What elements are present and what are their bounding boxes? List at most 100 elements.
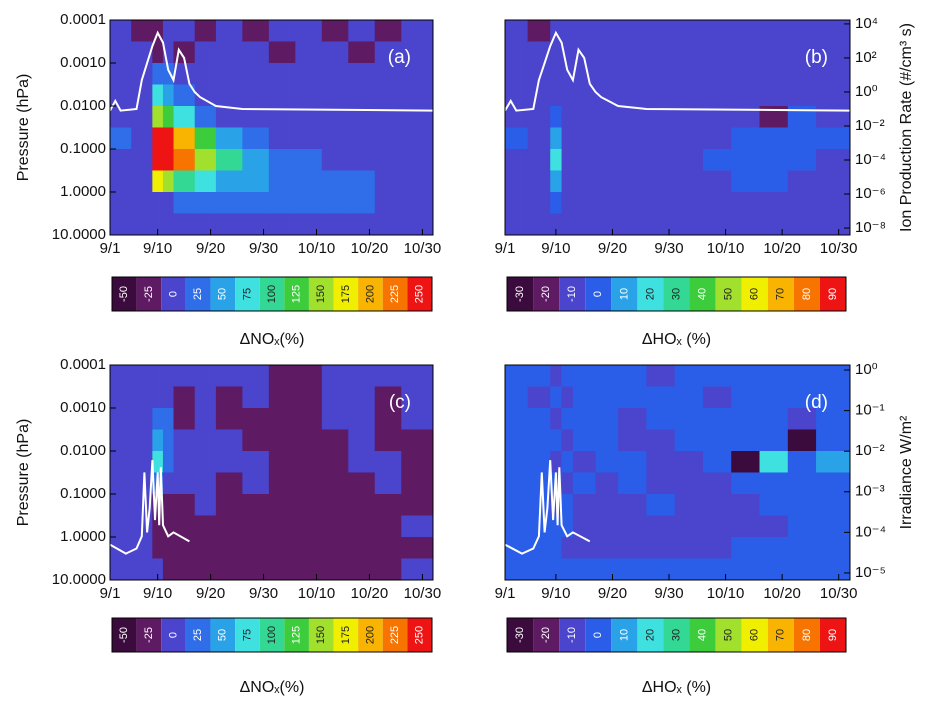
x-tick-label: 9/30 <box>249 585 278 602</box>
contour-cell <box>268 537 296 559</box>
contour-cell <box>110 429 132 452</box>
contour-cell <box>295 127 323 150</box>
contour-cell <box>816 451 851 473</box>
contour-cell <box>646 515 676 538</box>
contour-cell <box>242 170 270 193</box>
contour-cell <box>561 386 574 409</box>
contour-cell <box>731 149 761 171</box>
contour-cell <box>646 41 676 64</box>
contour-cell <box>401 192 434 214</box>
contour-cell <box>321 472 349 495</box>
contour-cell <box>702 472 732 495</box>
contour-cell <box>759 515 789 538</box>
contour-cell <box>321 41 349 64</box>
x-tick-label: 10/20 <box>763 240 801 257</box>
contour-cell <box>110 365 132 387</box>
contour-cell <box>242 192 270 214</box>
colorbar-box <box>663 618 690 652</box>
contour-cell <box>162 386 175 409</box>
contour-cell <box>787 170 817 193</box>
contour-cell <box>505 429 529 452</box>
contour-cell <box>173 515 196 538</box>
contour-cell <box>173 429 196 452</box>
contour-cell <box>816 41 851 64</box>
contour-cell <box>268 192 296 214</box>
contour-cell <box>321 106 349 128</box>
contour-cell <box>348 192 376 214</box>
contour-cell <box>550 170 563 193</box>
contour-cell <box>194 41 217 64</box>
contour-cell <box>321 558 349 581</box>
contour-cell <box>759 537 789 559</box>
contour-cell <box>572 127 596 150</box>
contour-cell <box>348 106 376 128</box>
contour-cell <box>401 41 434 64</box>
colorbar-box <box>284 277 309 311</box>
contour-cell <box>816 537 851 559</box>
contour-cell <box>702 537 732 559</box>
contour-cell <box>194 213 217 236</box>
contour-cell <box>215 537 243 559</box>
contour-cell <box>295 408 323 430</box>
contour-cell <box>702 170 732 193</box>
contour-cell <box>702 84 732 107</box>
contour-cell <box>759 213 789 236</box>
contour-cell <box>401 558 434 581</box>
contour-cell <box>702 494 732 516</box>
colorbar-label: 50 <box>723 629 735 641</box>
contour-cell <box>110 127 132 150</box>
x-tick-label: 9/30 <box>654 240 683 257</box>
contour-cell <box>268 170 296 193</box>
contour-cell <box>816 429 851 452</box>
contour-cell <box>702 20 732 42</box>
plot-frame <box>504 19 851 236</box>
contour-cell <box>215 386 243 409</box>
contour-cell <box>550 106 563 128</box>
contour-cell <box>572 386 596 409</box>
contour-cell <box>173 558 196 581</box>
contour-cell <box>348 20 376 42</box>
x-tick-label: 9/20 <box>598 240 627 257</box>
contour-cell <box>242 213 270 236</box>
contour-cell <box>194 365 217 387</box>
contour-cell <box>162 84 175 107</box>
x-tick-label: 10/20 <box>763 585 801 602</box>
contour-cell <box>321 365 349 387</box>
contour-cell <box>268 20 296 42</box>
contour-cell <box>215 451 243 473</box>
contour-cell <box>173 63 196 85</box>
colorbar-box <box>136 277 162 311</box>
contour-cell <box>131 84 153 107</box>
contour-cell <box>646 537 676 559</box>
colorbar-label: -10 <box>566 286 578 302</box>
contour-cell <box>787 106 817 128</box>
x-tick-label: 9/1 <box>495 240 516 257</box>
contour-cell <box>550 213 563 236</box>
x-tick-label: 9/1 <box>100 240 121 257</box>
contour-cell <box>731 408 761 430</box>
contour-cell <box>321 515 349 538</box>
contour-cell <box>173 408 196 430</box>
contour-cell <box>759 127 789 150</box>
colorbar-box <box>585 277 612 311</box>
contour-cell <box>595 20 619 42</box>
colorbar-box <box>358 277 383 311</box>
contour-cell <box>674 213 704 236</box>
contour-cell <box>550 20 563 42</box>
contour-cell <box>505 537 529 559</box>
contour-cell <box>173 213 196 236</box>
contour-cell <box>242 386 270 409</box>
contour-cell <box>131 558 153 581</box>
contour-cell <box>674 429 704 452</box>
panel-label: (a) <box>388 47 411 68</box>
y-tick-label: 0.0010 <box>60 54 106 71</box>
contour-cell <box>194 558 217 581</box>
x-tick-label: 10/30 <box>404 585 442 602</box>
contour-cell <box>702 41 732 64</box>
contour-cell <box>731 20 761 42</box>
contour-cell <box>674 106 704 128</box>
contour-cell <box>550 63 563 85</box>
contour-cell <box>731 558 761 581</box>
contour-cell <box>702 451 732 473</box>
contour-cell <box>816 127 851 150</box>
